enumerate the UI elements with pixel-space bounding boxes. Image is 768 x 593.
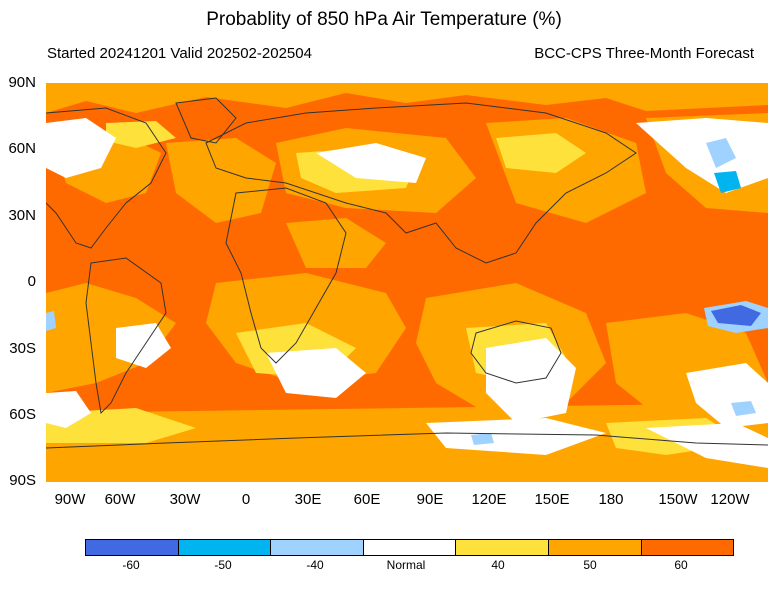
coastlines <box>46 97 768 449</box>
lat-label-30s: 30S <box>9 340 36 357</box>
colorbar-box-60 <box>641 540 734 555</box>
lon-label-30e: 30E <box>294 491 322 508</box>
lat-label-60s: 60S <box>9 406 36 423</box>
below-normal-regions <box>46 138 768 445</box>
lon-label-120e: 120E <box>471 491 507 508</box>
map-title: Probablity of 850 hPa Air Temperature (%… <box>206 9 562 30</box>
colorbar-label-neg40: -40 <box>306 558 324 572</box>
colorbar-label-neg50: -50 <box>214 558 232 572</box>
colorbar-box-neg40 <box>271 540 364 555</box>
colorbar-box-normal <box>363 540 457 555</box>
lat-label-60n: 60N <box>8 140 36 157</box>
lon-label-150e: 150E <box>534 491 570 508</box>
colorbar-label-40: 40 <box>491 558 505 572</box>
lat-label-30n: 30N <box>8 207 36 224</box>
colorbar-label-normal: Normal <box>386 558 426 572</box>
colorbar-box-50 <box>548 540 642 555</box>
colorbar <box>85 539 735 556</box>
forecast-dates: Started 20241201 Valid 202502-202504 <box>47 45 312 62</box>
model-name: BCC-CPS Three-Month Forecast <box>534 45 754 62</box>
lon-label-90e: 90E <box>416 491 444 508</box>
colorbar-box-40 <box>456 540 549 555</box>
colorbar-label-60: 60 <box>674 558 688 572</box>
colorbar-label-50: 50 <box>583 558 597 572</box>
colorbar-label-neg60: -60 <box>122 558 140 572</box>
lat-label-90s: 90S <box>9 472 36 489</box>
colorbar-box-neg50 <box>178 540 272 555</box>
lat-label-eq: 0 <box>27 273 36 290</box>
lon-label-30w: 30W <box>169 491 201 508</box>
lon-label-180: 180 <box>598 491 624 508</box>
lon-label-120w: 120W <box>710 491 750 508</box>
colorbar-box-neg60 <box>86 540 179 555</box>
lon-label-60e: 60E <box>353 491 381 508</box>
probability-map <box>46 83 768 482</box>
lon-label-0: 0 <box>241 491 251 508</box>
lon-label-90w: 90W <box>54 491 86 508</box>
lon-label-60w: 60W <box>104 491 136 508</box>
lon-label-150w: 150W <box>658 491 698 508</box>
lat-label-90n: 90N <box>8 74 36 91</box>
map-canvas <box>46 83 768 482</box>
